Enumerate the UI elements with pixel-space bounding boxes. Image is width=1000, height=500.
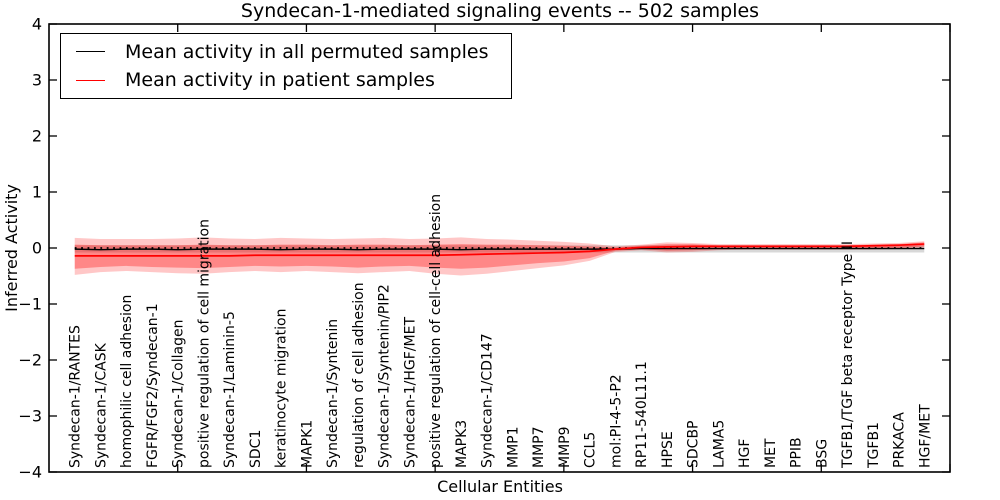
legend-label-permuted: Mean activity in all permuted samples — [125, 40, 489, 63]
x-category-label: Syndecan-1/CASK — [93, 342, 109, 468]
patient-mean-line — [74, 243, 925, 257]
x-axis-label: Cellular Entities — [437, 477, 563, 496]
x-category-label: TGFB1/TGF beta receptor Type II — [840, 241, 856, 469]
y-tick-label: 2 — [32, 127, 42, 146]
x-category-label: BSG — [814, 439, 830, 468]
x-category-label: Syndecan-1/CD147 — [480, 333, 496, 468]
y-axis-label: Inferred Activity — [2, 184, 21, 312]
legend-label-patient: Mean activity in patient samples — [125, 69, 435, 92]
x-category-label: MMP9 — [557, 426, 573, 468]
x-category-label: positive regulation of cell migration — [196, 219, 212, 468]
x-category-label: MMP1 — [505, 426, 521, 468]
y-tick-label: 1 — [32, 183, 42, 202]
x-category-label: positive regulation of cell-cell adhesio… — [428, 194, 444, 468]
x-category-label: HGF — [737, 439, 753, 468]
x-category-label: keratinocyte migration — [274, 309, 290, 468]
permuted-line-swatch — [76, 51, 105, 53]
y-tick-label: 3 — [32, 71, 42, 90]
x-category-label: homophilic cell adhesion — [119, 295, 135, 468]
legend: Mean activity in all permuted samples Me… — [60, 33, 512, 99]
x-category-label: MET — [763, 438, 779, 468]
y-tick-label: 4 — [32, 15, 42, 34]
x-category-label: Syndecan-1/Laminin-5 — [222, 311, 238, 468]
x-category-label: TGFB1 — [866, 422, 882, 469]
x-category-label: CCL5 — [583, 432, 599, 468]
permuted-mean-line — [74, 247, 925, 251]
x-category-label: SDCBP — [686, 421, 702, 469]
x-category-label: Syndecan-1/Collagen — [171, 320, 187, 468]
x-category-label: HGF/MET — [917, 404, 933, 468]
y-tick-label: −1 — [18, 295, 42, 314]
x-category-label: Syndecan-1/Syntenin — [325, 319, 341, 468]
patient-line-swatch — [76, 79, 105, 81]
x-category-label: mol:PI-4-5-P2 — [608, 374, 624, 468]
x-category-label: RP11-540L11.1 — [634, 361, 650, 468]
x-category-label: HPSE — [660, 431, 676, 468]
x-category-label: PPIB — [789, 437, 805, 468]
x-category-label: LAMA5 — [711, 420, 727, 468]
x-category-label: MMP7 — [531, 426, 547, 468]
legend-item-patient: Mean activity in patient samples — [76, 69, 511, 91]
x-category-label: MAPK3 — [454, 420, 470, 468]
x-category-label: Syndecan-1/HGF/MET — [402, 317, 418, 468]
y-tick-label: −3 — [18, 407, 42, 426]
legend-item-permuted: Mean activity in all permuted samples — [76, 41, 511, 63]
x-category-label: regulation of cell adhesion — [351, 282, 367, 468]
x-category-label: PRKACA — [892, 412, 908, 468]
x-category-label: SDC1 — [248, 430, 264, 468]
x-category-label: FGFR/FGF2/Syndecan-1 — [145, 303, 161, 468]
x-category-label: Syndecan-1/RANTES — [68, 325, 84, 468]
axes-frame — [48, 23, 951, 473]
x-category-label: Syndecan-1/Syntenin/PIP2 — [377, 284, 393, 468]
x-category-label: MAPK1 — [299, 420, 315, 468]
chart-title: Syndecan-1-mediated signaling events -- … — [240, 0, 760, 22]
y-tick-label: −4 — [18, 463, 42, 482]
y-tick-label: 0 — [32, 239, 42, 258]
y-tick-label: −2 — [18, 351, 42, 370]
